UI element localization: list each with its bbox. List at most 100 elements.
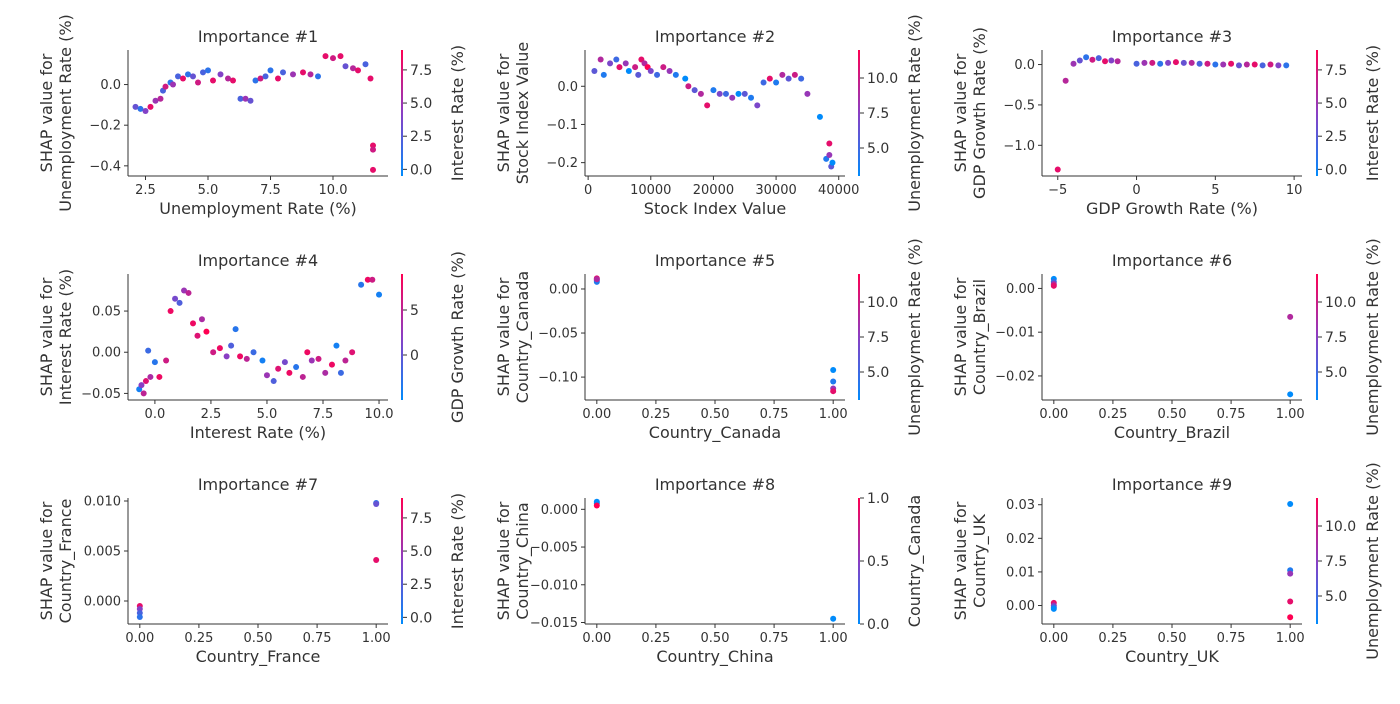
chart-9-y-tick-label: 0.01 — [1006, 565, 1035, 580]
chart-9-x-tick-label: 1.00 — [1276, 631, 1305, 646]
chart-2-y-axis-label-line: Stock Index Value — [513, 42, 532, 184]
chart-4-data-point — [369, 276, 376, 283]
chart-7-colorbar-tick-label: 2.5 — [410, 577, 432, 593]
chart-2-data-point — [666, 68, 673, 74]
chart-5-x-axis-label: Country_Canada — [649, 423, 781, 443]
chart-5-y-tick-label: −0.10 — [538, 371, 578, 386]
chart-6-colorbar-strip — [1316, 274, 1318, 400]
chart-1-data-point — [315, 73, 321, 80]
chart-3-data-point — [1095, 55, 1102, 62]
chart-7-y-tick-label: 0.005 — [84, 545, 121, 560]
chart-3-y-tick-label: −0.5 — [1003, 98, 1035, 113]
chart-4-data-point — [304, 349, 311, 356]
chart-1-data-point — [247, 97, 254, 104]
chart-1-data-point — [205, 67, 211, 74]
chart-1-data-point — [185, 71, 191, 78]
chart-3-data-point — [1220, 61, 1227, 68]
chart-1-data-point — [242, 95, 249, 102]
chart-8-x-axis-label: Country_China — [656, 647, 773, 667]
chart-9-y-axis-label: SHAP value forCountry_UK — [951, 501, 990, 620]
chart-4-y-axis-label: SHAP value forInterest Rate (%) — [37, 269, 75, 405]
chart-1-data-point — [200, 69, 206, 76]
chart-4-data-point — [259, 357, 266, 364]
chart-1-data-point — [217, 71, 224, 78]
chart-4-data-point — [142, 378, 149, 385]
chart-2-data-point — [682, 75, 689, 82]
chart-3-data-point — [1054, 166, 1061, 173]
chart-4-data-point — [185, 289, 192, 296]
chart-5-y-tick-label: −0.05 — [538, 327, 578, 342]
chart-1-colorbar-label: Interest Rate (%) — [448, 45, 467, 181]
chart-8-x-tick-label: 0.00 — [582, 631, 611, 646]
chart-4-data-point — [299, 373, 306, 380]
chart-4-data-point — [138, 382, 145, 389]
chart-3-data-point — [1228, 60, 1235, 67]
chart-6-y-axis-label-line: Country_Brazil — [970, 279, 990, 395]
chart-3-x-tick-label: 10 — [1286, 183, 1303, 198]
chart-1-data-point — [142, 107, 149, 114]
chart-6-x-tick-label: 0.75 — [1217, 407, 1246, 422]
chart-1-data-point — [237, 95, 244, 102]
chart-3-colorbar-tick-label: 2.5 — [1325, 129, 1347, 145]
chart-7-colorbar-tick-label: 0.0 — [410, 610, 432, 626]
chart-4-data-point — [376, 291, 383, 298]
chart-3-data-point — [1243, 61, 1250, 68]
chart-7-x-axis-label: Country_France — [196, 647, 321, 667]
chart-2-data-point — [660, 64, 667, 71]
chart-4-data-point — [281, 359, 288, 366]
chart-7-x-tick-label: 0.00 — [125, 631, 154, 646]
chart-3-data-point — [1196, 60, 1203, 67]
chart-1-data-point — [180, 75, 186, 82]
chart-4-x-tick-label: 5.0 — [257, 407, 278, 422]
chart-2-data-point — [597, 56, 604, 63]
chart-3-data-point — [1180, 59, 1187, 66]
chart-8-data-point — [830, 615, 837, 622]
chart-5-data-point — [830, 378, 837, 385]
chart-1-data-point — [225, 75, 231, 82]
chart-8-title: Importance #8 — [655, 475, 775, 494]
chart-3-data-point — [1188, 59, 1195, 66]
chart-2-data-point — [804, 90, 811, 97]
chart-1-data-point — [157, 95, 164, 102]
chart-7-y-tick-label: 0.010 — [84, 495, 121, 510]
chart-3-x-tick-label: −5 — [1048, 183, 1067, 198]
chart-9-x-tick-label: 0.75 — [1217, 631, 1246, 646]
chart-3-data-point — [1083, 54, 1090, 61]
chart-1-data-point — [190, 73, 196, 80]
chart-panel-1: Importance #1 2.5 5.0 7.5 10.0 −0.4 −0.2 0.0 Une… — [37, 14, 467, 218]
chart-8-x-tick-label: 0.75 — [760, 631, 789, 646]
chart-1-colorbar-tick-label: 5.0 — [410, 96, 432, 112]
chart-2-data-point — [704, 102, 711, 109]
chart-8-y-axis-label-line: SHAP value for — [494, 501, 513, 620]
chart-5-y-axis-label-line: Country_Canada — [513, 271, 533, 403]
chart-panel-8: Importance #8 0.00 0.25 0.50 0.75 1.00 −0.015 −… — [494, 475, 925, 667]
chart-2-y-axis-label: SHAP value forStock Index Value — [494, 42, 532, 184]
chart-2-data-point — [716, 90, 723, 97]
chart-3-y-tick-label: −1.0 — [1003, 139, 1035, 154]
chart-2-data-point — [632, 64, 639, 71]
chart-3-data-point — [1165, 59, 1172, 66]
chart-3-data-point — [1108, 57, 1115, 64]
chart-4-data-point — [194, 332, 201, 339]
chart-2-colorbar-strip — [858, 50, 860, 176]
chart-2-data-point — [710, 87, 717, 94]
chart-1-data-point — [290, 71, 296, 78]
chart-2-x-tick-label: 10000 — [630, 183, 671, 198]
chart-1-data-point — [370, 166, 376, 173]
chart-1-x-axis-label: Unemployment Rate (%) — [159, 199, 357, 218]
chart-2-data-point — [647, 68, 654, 74]
chart-2-data-point — [654, 71, 661, 78]
chart-4-data-point — [232, 326, 239, 333]
chart-2-data-point — [616, 64, 623, 71]
chart-2-data-point — [722, 90, 729, 97]
chart-1-y-tick-label: −0.2 — [89, 119, 121, 134]
chart-7-y-tick-label: 0.000 — [84, 595, 121, 610]
chart-4-data-point — [364, 276, 371, 283]
chart-4-colorbar-strip — [401, 274, 403, 400]
chart-7-data-point — [373, 557, 380, 563]
chart-9-colorbar-tick-label: 7.5 — [1325, 554, 1347, 570]
chart-1-data-point — [262, 73, 269, 80]
chart-2-data-point — [741, 90, 748, 97]
chart-1-data-point — [230, 77, 236, 84]
chart-4-data-point — [293, 364, 300, 371]
